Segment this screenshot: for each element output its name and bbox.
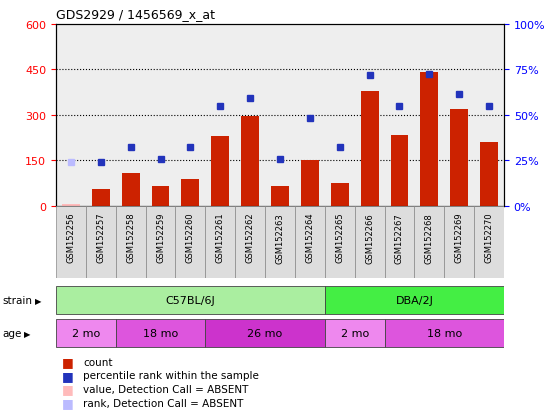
- Bar: [295, 206, 325, 279]
- Bar: [414, 206, 444, 279]
- Text: GSM152260: GSM152260: [186, 212, 195, 263]
- Bar: [265, 206, 295, 279]
- Bar: [421, 73, 438, 206]
- Bar: [152, 187, 170, 206]
- Text: GDS2929 / 1456569_x_at: GDS2929 / 1456569_x_at: [56, 8, 215, 21]
- Bar: [444, 206, 474, 279]
- Text: GSM152264: GSM152264: [305, 212, 314, 263]
- Bar: [56, 287, 325, 314]
- Text: 18 mo: 18 mo: [143, 328, 178, 339]
- Bar: [206, 206, 235, 279]
- Bar: [116, 206, 146, 279]
- Bar: [301, 161, 319, 206]
- Text: GSM152268: GSM152268: [425, 212, 434, 263]
- Bar: [271, 187, 289, 206]
- Text: ■: ■: [62, 382, 73, 396]
- Text: age: age: [3, 328, 22, 339]
- Text: GSM152258: GSM152258: [126, 212, 135, 263]
- Bar: [480, 143, 498, 206]
- Text: GSM152269: GSM152269: [455, 212, 464, 263]
- Bar: [211, 137, 229, 206]
- Bar: [116, 320, 206, 347]
- Text: percentile rank within the sample: percentile rank within the sample: [83, 370, 259, 380]
- Text: ■: ■: [62, 369, 73, 382]
- Text: GSM152265: GSM152265: [335, 212, 344, 263]
- Bar: [325, 320, 385, 347]
- Bar: [331, 184, 349, 206]
- Text: 18 mo: 18 mo: [427, 328, 462, 339]
- Text: strain: strain: [3, 295, 33, 306]
- Bar: [241, 117, 259, 206]
- Bar: [450, 109, 468, 206]
- Bar: [175, 206, 206, 279]
- Bar: [56, 320, 116, 347]
- Text: value, Detection Call = ABSENT: value, Detection Call = ABSENT: [83, 384, 248, 394]
- Bar: [235, 206, 265, 279]
- Text: GSM152257: GSM152257: [96, 212, 105, 263]
- Bar: [92, 190, 110, 206]
- Text: GSM152266: GSM152266: [365, 212, 374, 263]
- Text: GSM152267: GSM152267: [395, 212, 404, 263]
- Bar: [385, 320, 504, 347]
- Bar: [62, 205, 80, 206]
- Text: ▶: ▶: [35, 296, 42, 305]
- Bar: [146, 206, 175, 279]
- Text: ■: ■: [62, 355, 73, 368]
- Text: GSM152256: GSM152256: [67, 212, 76, 263]
- Text: GSM152263: GSM152263: [276, 212, 284, 263]
- Bar: [86, 206, 116, 279]
- Bar: [325, 206, 354, 279]
- Bar: [56, 206, 86, 279]
- Bar: [474, 206, 504, 279]
- Text: count: count: [83, 357, 113, 367]
- Text: ▶: ▶: [24, 329, 30, 338]
- Bar: [361, 91, 379, 206]
- Text: DBA/2J: DBA/2J: [395, 295, 433, 306]
- Text: GSM152261: GSM152261: [216, 212, 225, 263]
- Bar: [122, 173, 139, 206]
- Bar: [385, 206, 414, 279]
- Bar: [354, 206, 385, 279]
- Text: ■: ■: [62, 396, 73, 409]
- Bar: [390, 135, 408, 206]
- Text: GSM152259: GSM152259: [156, 212, 165, 263]
- Text: GSM152262: GSM152262: [246, 212, 255, 263]
- Text: 2 mo: 2 mo: [72, 328, 100, 339]
- Text: 26 mo: 26 mo: [248, 328, 283, 339]
- Text: 2 mo: 2 mo: [340, 328, 369, 339]
- Text: C57BL/6J: C57BL/6J: [166, 295, 215, 306]
- Bar: [181, 179, 199, 206]
- Text: GSM152270: GSM152270: [484, 212, 493, 263]
- Bar: [325, 287, 504, 314]
- Bar: [206, 320, 325, 347]
- Text: rank, Detection Call = ABSENT: rank, Detection Call = ABSENT: [83, 398, 243, 408]
